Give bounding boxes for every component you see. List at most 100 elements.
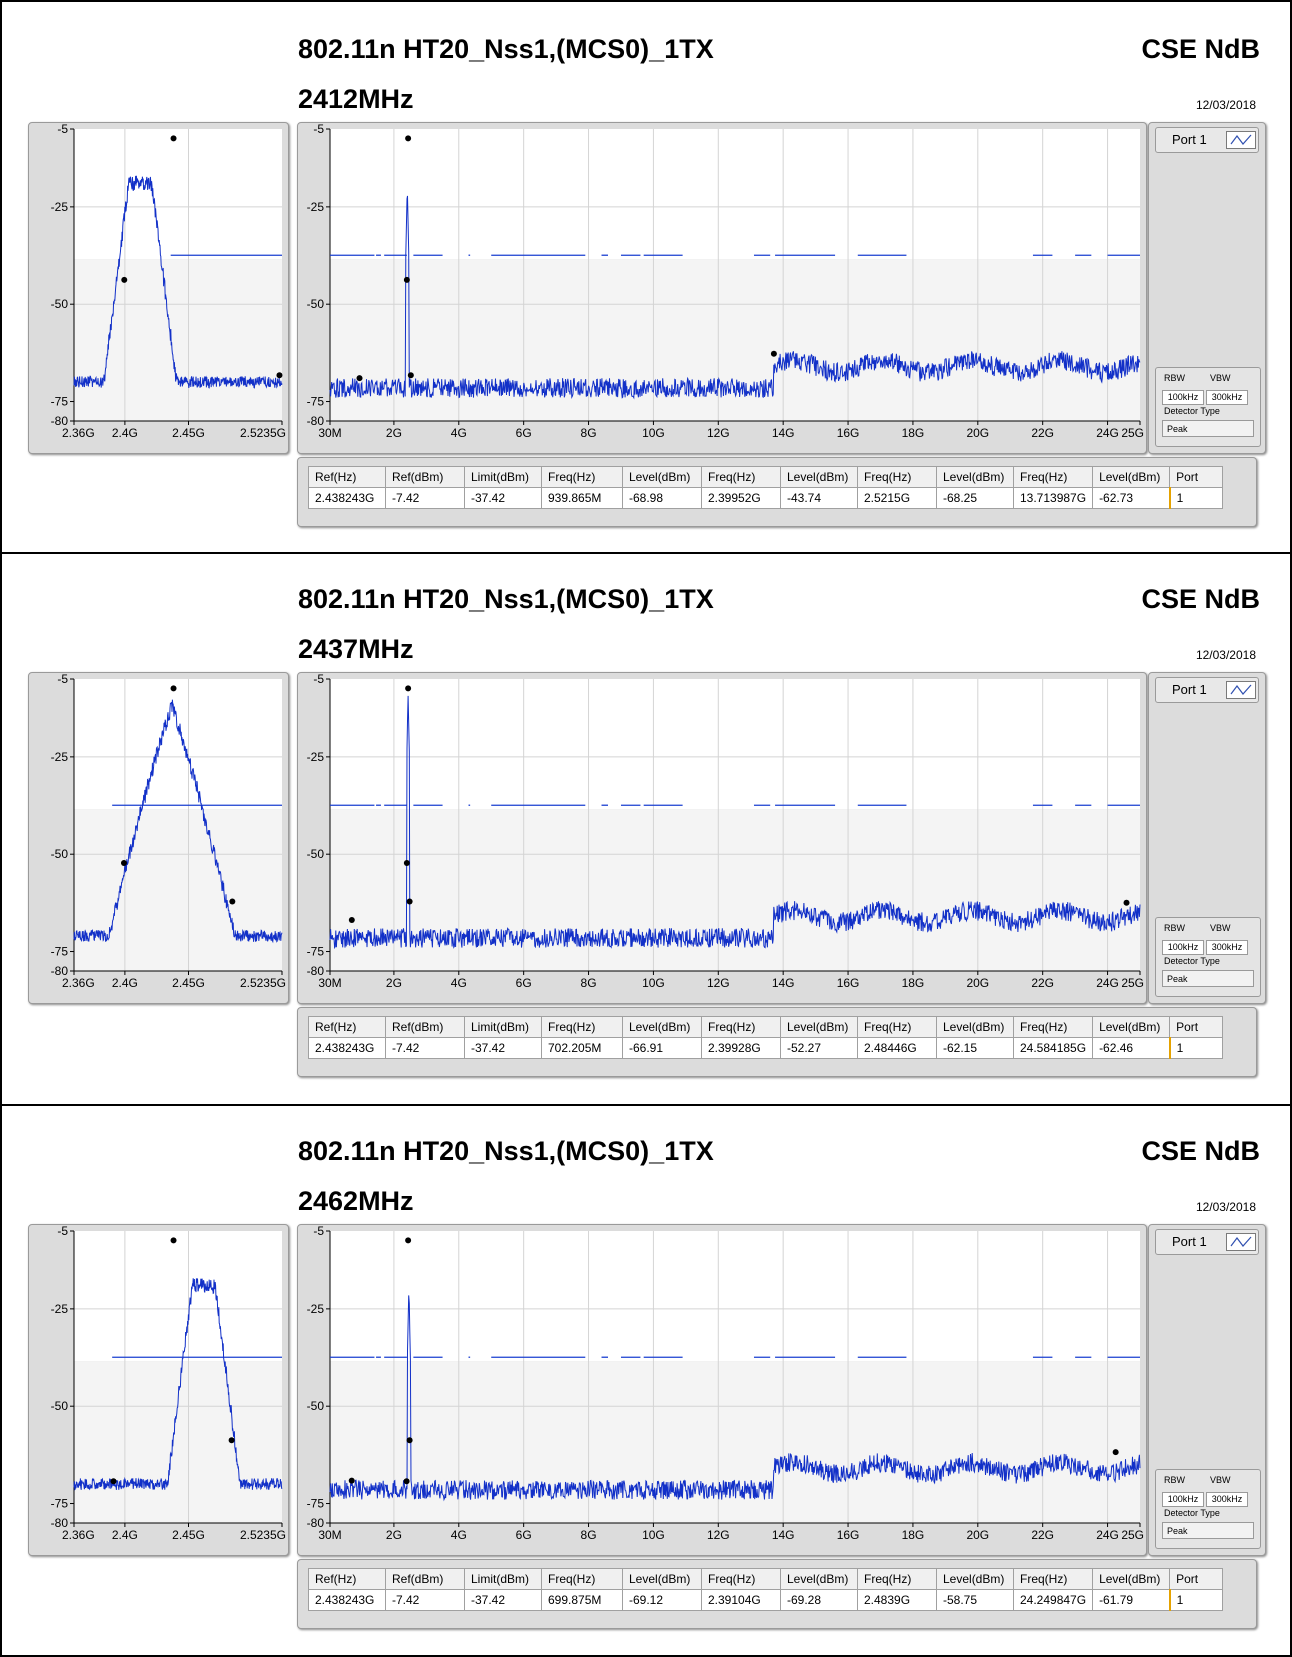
table-value-cell: -62.46: [1092, 1037, 1171, 1059]
x-tick-label: 2.36G: [62, 1528, 95, 1542]
table-value-cell: -43.74: [780, 487, 858, 509]
plot-area-upper: [330, 1231, 1140, 1362]
table-header-cell: Freq(Hz): [541, 1568, 623, 1590]
y-tick-label: -5: [313, 1225, 324, 1238]
x-tick-label: 20G: [966, 1528, 989, 1542]
table-header-cell: Level(dBm): [780, 1568, 858, 1590]
table-value-cell: -37.42: [464, 487, 542, 509]
x-tick-label: 8G: [581, 976, 597, 990]
rbw-vbw-box: RBW VBW 100kHz 300kHz Detector Type Peak: [1155, 1469, 1261, 1549]
y-tick-label: -25: [307, 1302, 325, 1316]
port-selector[interactable]: Port 1: [1155, 1229, 1259, 1255]
x-tick-label: 2G: [386, 1528, 402, 1542]
marker-point: [170, 135, 177, 142]
table-value-cell: 699.875M: [541, 1589, 623, 1611]
rbw-label: RBW: [1164, 923, 1185, 933]
x-tick-label: 14G: [772, 1528, 795, 1542]
port-selector[interactable]: Port 1: [1155, 677, 1259, 703]
y-tick-label: -50: [51, 847, 69, 861]
trace-icon[interactable]: [1226, 131, 1256, 149]
y-tick-label: -75: [51, 395, 69, 409]
table-value-cell: -61.79: [1092, 1589, 1171, 1611]
plot-area-lower: [330, 1361, 1140, 1523]
table-value-cell: 2.4839G: [857, 1589, 937, 1611]
y-tick-label: -5: [313, 123, 324, 136]
table-value-cell: 2.438243G: [308, 1037, 386, 1059]
table-value-cell: -7.42: [385, 487, 465, 509]
zoom-chart: -5 -25 -50 -75 -802.36G 2.4G 2.45G 2.5235G: [51, 672, 286, 990]
y-tick-label: -50: [307, 297, 325, 311]
y-tick-label: -5: [57, 1225, 68, 1238]
x-tick-label: 22G: [1031, 1528, 1054, 1542]
marker-point: [110, 1478, 117, 1485]
x-tick-label: 18G: [902, 426, 925, 440]
table-header-cell: Level(dBm): [622, 1568, 702, 1590]
detector-label: Detector Type: [1164, 956, 1220, 966]
detector-value: Peak: [1162, 970, 1254, 987]
rbw-vbw-box: RBW VBW 100kHz 300kHz Detector Type Peak: [1155, 367, 1261, 447]
x-tick-label: 2.45G: [172, 976, 205, 990]
table-value-cell: 702.205M: [541, 1037, 623, 1059]
table-header-cell: Level(dBm): [1092, 1016, 1171, 1038]
table-header-cell: Ref(dBm): [385, 1568, 465, 1590]
zoom-chart-panel: -5 -25 -50 -75 -80 2.36G 2.4G 2.45G 2.5235G: [28, 1224, 289, 1556]
table-header-cell: Port: [1169, 1568, 1224, 1590]
y-tick-label: -50: [307, 847, 325, 861]
report-section: 802.11n HT20_Nss1,(MCS0)_1TX 2462MHz CSE…: [2, 1104, 1290, 1654]
marker-point: [348, 1477, 355, 1484]
x-tick-label: 2.36G: [62, 426, 95, 440]
table-value-cell: -68.25: [936, 487, 1014, 509]
x-tick-label: 2.4G: [112, 1528, 138, 1542]
trace-icon[interactable]: [1226, 1233, 1256, 1251]
x-tick-label: 20G: [966, 976, 989, 990]
port-label: Port 1: [1172, 682, 1207, 697]
y-tick-label: -75: [51, 1497, 69, 1511]
report-date: 12/03/2018: [1195, 1200, 1256, 1214]
y-tick-label: -80: [307, 414, 325, 428]
report-section: 802.11n HT20_Nss1,(MCS0)_1TX 2437MHz CSE…: [2, 552, 1290, 1102]
y-tick-label: -75: [51, 945, 69, 959]
table-header-cell: Level(dBm): [780, 466, 858, 488]
marker-point: [170, 685, 177, 692]
x-tick-label: 20G: [966, 426, 989, 440]
x-tick-label: 16G: [837, 1528, 860, 1542]
table-value-cell: 1: [1168, 487, 1224, 509]
x-tick-label: 2.45G: [172, 1528, 205, 1542]
y-tick-label: -80: [307, 964, 325, 978]
table-header-cell: Level(dBm): [780, 1016, 858, 1038]
y-tick-label: -25: [307, 750, 325, 764]
plot-area-lower: [74, 259, 282, 421]
x-tick-label: 10G: [642, 976, 665, 990]
marker-point: [348, 917, 355, 924]
table-value-cell: -7.42: [385, 1589, 465, 1611]
marker-point: [403, 276, 410, 283]
vbw-value: 300kHz: [1206, 940, 1248, 955]
table-header-cell: Level(dBm): [622, 1016, 702, 1038]
table-header-cell: Freq(Hz): [701, 1568, 781, 1590]
rbw-value: 100kHz: [1162, 940, 1204, 955]
x-tick-label: 14G: [772, 976, 795, 990]
table-header-cell: Freq(Hz): [701, 466, 781, 488]
spectrum-trace: [73, 175, 283, 389]
table-value-cell: -62.15: [936, 1037, 1014, 1059]
spectrum-chart-panel: -5 -25 -50 -75 -80 30M 2G 4G 6G 8G 10G 12G 14G 16G 18G…: [297, 1224, 1147, 1556]
zoom-chart: -5 -25 -50 -75 -802.36G 2.4G 2.45G 2.5235G: [51, 1224, 286, 1542]
x-tick-label: 30M: [318, 976, 341, 990]
port-selector[interactable]: Port 1: [1155, 127, 1259, 153]
table-header-cell: Freq(Hz): [541, 1016, 623, 1038]
port-label: Port 1: [1172, 132, 1207, 147]
x-tick-label: 8G: [581, 1528, 597, 1542]
spectrum-chart-panel: -5 -25 -50 -75 -80 30M 2G 4G 6G 8G 10G 12G 14G 16G 18G…: [297, 672, 1147, 1004]
marker-table-panel: Ref(Hz) Ref(dBm) Limit(dBm) Freq(Hz) Level(d…: [297, 1559, 1257, 1629]
trace-icon[interactable]: [1226, 681, 1256, 699]
table-header-cell: Limit(dBm): [464, 466, 542, 488]
x-tick-label: 10G: [642, 426, 665, 440]
marker-table: Ref(Hz) Ref(dBm) Limit(dBm) Freq(Hz) Level(d…: [308, 1568, 1224, 1611]
marker-point: [406, 898, 413, 905]
detector-value: Peak: [1162, 420, 1254, 437]
table-value-cell: 1: [1168, 1589, 1224, 1611]
marker-table-panel: Ref(Hz) Ref(dBm) Limit(dBm) Freq(Hz) Level(d…: [297, 1007, 1257, 1077]
y-tick-label: -75: [307, 945, 325, 959]
marker-point: [405, 685, 412, 692]
